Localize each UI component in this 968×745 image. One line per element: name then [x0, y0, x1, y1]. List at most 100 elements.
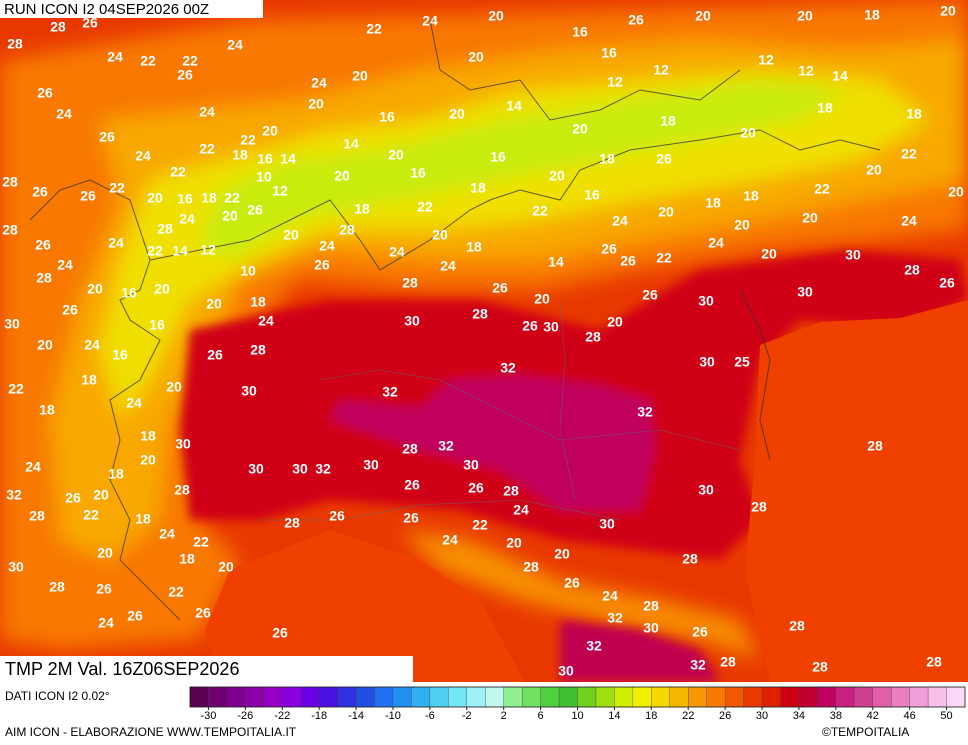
- temperature-label: 16: [379, 109, 395, 125]
- legend-swatch: [817, 686, 837, 708]
- temperature-label: 26: [628, 12, 644, 28]
- temperature-label: 16: [584, 187, 600, 203]
- temperature-label: 20: [222, 208, 238, 224]
- temperature-label: 20: [449, 106, 465, 122]
- temperature-label: 26: [601, 241, 617, 257]
- legend-swatch: [724, 686, 745, 708]
- temperature-label: 20: [262, 123, 278, 139]
- legend-tick-label: 6: [538, 710, 544, 722]
- temperature-label: 28: [926, 654, 942, 670]
- temperature-label: 22: [182, 53, 198, 69]
- temperature-label: 26: [522, 318, 538, 334]
- temperature-label: 24: [108, 235, 124, 251]
- temperature-label: 12: [607, 74, 623, 90]
- temperature-label: 10: [256, 169, 272, 185]
- legend-swatch: [890, 686, 911, 708]
- legend-swatch: [595, 686, 615, 708]
- temperature-label: 32: [690, 657, 706, 673]
- temperature-label: 20: [506, 535, 522, 551]
- temperature-label: 18: [354, 201, 370, 217]
- temperature-label: 20: [761, 246, 777, 262]
- temperature-label: 16: [257, 151, 273, 167]
- legend-swatch: [226, 686, 246, 708]
- legend-swatch: [927, 686, 948, 708]
- temperature-label: 20: [206, 296, 222, 312]
- temperature-label: 20: [166, 379, 182, 395]
- legend-tick-label: -22: [274, 710, 290, 722]
- temperature-label: 28: [585, 329, 601, 345]
- temperature-label: 28: [682, 551, 698, 567]
- temperature-label: 18: [39, 402, 55, 418]
- temperature-label: 28: [2, 174, 18, 190]
- legend-swatch: [521, 686, 542, 708]
- temperature-label: 28: [523, 559, 539, 575]
- temperature-label: 14: [280, 151, 296, 167]
- color-legend: -30 -26 -22 -18 -14 -10 -6 -2 2 6 10 14 18 22 26 30 34 38…: [189, 686, 966, 722]
- temperature-label: 26: [272, 625, 288, 641]
- temperature-label: 22: [417, 199, 433, 215]
- legend-swatch: [614, 686, 634, 708]
- temperature-label: 32: [607, 610, 623, 626]
- temperature-field: [0, 0, 968, 660]
- temperature-label: 24: [84, 337, 100, 353]
- temperature-label: 12: [653, 62, 669, 78]
- temperature-label: 28: [789, 618, 805, 634]
- temperature-label: 20: [534, 291, 550, 307]
- temperature-label: 30: [643, 620, 659, 636]
- temperature-label: 26: [62, 302, 78, 318]
- temperature-label: 30: [248, 461, 264, 477]
- temperature-label: 22: [147, 243, 163, 259]
- temperature-label: 22: [199, 141, 215, 157]
- temperature-label: 12: [200, 242, 216, 258]
- plain-field: [180, 250, 968, 682]
- temperature-label: 14: [343, 136, 359, 152]
- temperature-label: 22: [8, 381, 24, 397]
- adriatic-sea: [745, 300, 968, 682]
- temperature-label: 26: [247, 202, 263, 218]
- temperature-label: 26: [492, 280, 508, 296]
- legend-swatch: [669, 686, 689, 708]
- temperature-label: 26: [403, 510, 419, 526]
- temperature-label: 28: [36, 270, 52, 286]
- temperature-label: 20: [468, 49, 484, 65]
- legend-swatch: [318, 686, 339, 708]
- temperature-label: 18: [232, 147, 248, 163]
- temperature-label: 22: [170, 164, 186, 180]
- temperature-label: 12: [798, 63, 814, 79]
- legend-swatch: [872, 686, 892, 708]
- temperature-label: 14: [172, 243, 188, 259]
- temperature-label: 20: [940, 3, 956, 19]
- temperature-label: 28: [402, 441, 418, 457]
- region-borders: [260, 299, 741, 521]
- borders: [29, 19, 881, 621]
- legend-tick-label: 34: [793, 710, 805, 722]
- temperature-label: 20: [352, 68, 368, 84]
- legend-tick-label: 2: [501, 710, 507, 722]
- temperature-label: 12: [758, 52, 774, 68]
- temperature-label: 20: [140, 452, 156, 468]
- temperature-label: 18: [140, 428, 156, 444]
- legend-tick-label: -30: [200, 710, 216, 722]
- legend-swatch: [632, 686, 652, 708]
- legend-tick-label: 38: [830, 710, 842, 722]
- legend-swatch: [337, 686, 357, 708]
- temperature-label: 30: [175, 436, 191, 452]
- temperature-label: 24: [901, 213, 917, 229]
- legend-swatch: [392, 686, 412, 708]
- temperature-label: 16: [121, 285, 137, 301]
- temperature-label: 18: [660, 113, 676, 129]
- temperature-label: 18: [599, 151, 615, 167]
- legend-tick-label: 18: [645, 710, 657, 722]
- temperature-label: 26: [207, 347, 223, 363]
- temperature-label: 24: [179, 211, 195, 227]
- legend-tick-label: -14: [348, 710, 364, 722]
- temperature-label: 18: [470, 180, 486, 196]
- temperature-label: 16: [410, 165, 426, 181]
- temperature-label: 26: [32, 184, 48, 200]
- temperature-label: 20: [87, 281, 103, 297]
- temperature-label: 28: [503, 483, 519, 499]
- temperature-label: 28: [472, 306, 488, 322]
- temperature-label: 28: [812, 659, 828, 675]
- legend-swatch: [540, 686, 560, 708]
